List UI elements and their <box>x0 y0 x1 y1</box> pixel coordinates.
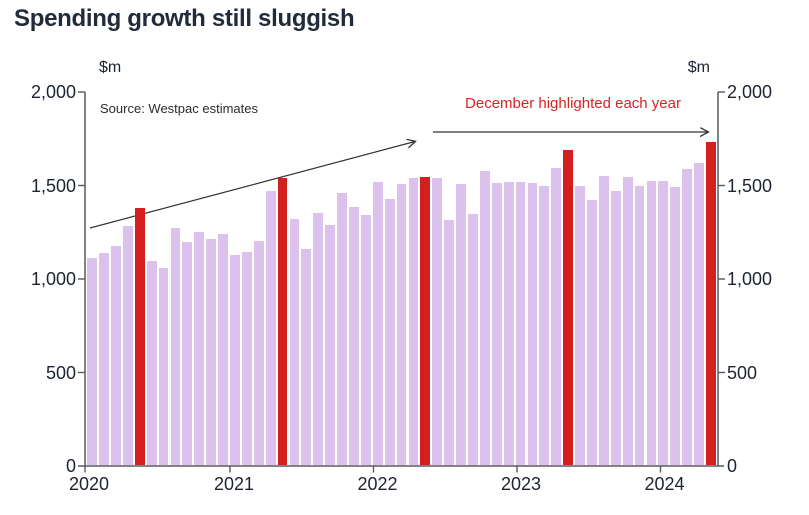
bar <box>694 163 704 466</box>
bar <box>658 180 669 466</box>
bar <box>527 182 538 466</box>
december-annotation: December highlighted each year <box>465 95 681 112</box>
x-axis-year-label: 2020 <box>68 474 110 494</box>
source-note: Source: Westpac estimates <box>100 101 258 116</box>
y-axis-label-left: 1,500 <box>30 175 76 196</box>
bar <box>301 249 312 466</box>
y-axis-label-left: 1,000 <box>30 269 76 289</box>
bar <box>372 181 383 466</box>
bar <box>206 238 217 466</box>
bar-december-highlight <box>563 149 574 466</box>
bar <box>265 191 276 466</box>
bar <box>170 227 181 466</box>
bar <box>515 181 526 466</box>
bar-december-highlight <box>134 207 145 466</box>
bar <box>158 267 169 466</box>
bar <box>610 191 621 466</box>
y-axis-label-left: 0 <box>65 456 76 476</box>
bar <box>349 207 359 466</box>
bar <box>646 180 657 466</box>
y-axis-label-left: 2,000 <box>30 82 76 102</box>
bar <box>146 261 157 466</box>
bar <box>241 251 252 466</box>
x-axis-year-label: 2021 <box>213 474 255 494</box>
bar <box>325 224 336 466</box>
x-axis-year-label: 2022 <box>357 474 398 494</box>
y-axis-label-right: 2,000 <box>727 82 773 102</box>
y-axis-label-right: 500 <box>727 362 758 383</box>
bar <box>253 240 264 466</box>
bar <box>396 183 407 466</box>
x-axis-year-label: 2024 <box>644 474 685 494</box>
bar <box>408 178 419 466</box>
bar <box>575 185 585 466</box>
bar-december-highlight <box>706 142 716 466</box>
bar <box>587 200 597 466</box>
bar <box>432 178 443 466</box>
bar <box>622 177 633 466</box>
bar-december-highlight <box>420 177 431 466</box>
x-axis-year-label: 2023 <box>500 474 542 494</box>
chart-title: Spending growth still sluggish <box>14 5 355 32</box>
bar <box>360 215 371 466</box>
bar <box>87 258 97 466</box>
bar-december-highlight <box>277 178 288 466</box>
bar <box>539 186 550 466</box>
bar <box>551 167 562 466</box>
bar <box>598 176 609 466</box>
y-axis-label-right: 1,000 <box>727 269 773 289</box>
bar <box>634 185 645 466</box>
bar <box>468 214 478 466</box>
bar <box>444 220 455 466</box>
y-axis-unit-right: $m <box>687 59 710 76</box>
bar <box>218 234 228 466</box>
bar <box>384 198 395 466</box>
bar <box>479 171 490 466</box>
bar <box>111 246 121 466</box>
bar <box>313 212 324 466</box>
bar <box>337 192 347 466</box>
bar <box>491 182 502 466</box>
bar <box>122 225 133 466</box>
bar <box>99 252 109 466</box>
y-axis-unit-left: $m <box>99 59 122 76</box>
y-axis-label-right: 1,500 <box>727 175 773 196</box>
bar <box>670 187 681 466</box>
bar <box>456 183 466 466</box>
bar <box>182 241 193 466</box>
bar <box>503 181 514 466</box>
bar <box>289 219 300 466</box>
bar <box>682 168 693 466</box>
bar <box>230 254 240 466</box>
bar <box>194 232 205 466</box>
y-axis-label-right: 0 <box>727 456 738 476</box>
y-axis-label-left: 500 <box>45 362 76 383</box>
